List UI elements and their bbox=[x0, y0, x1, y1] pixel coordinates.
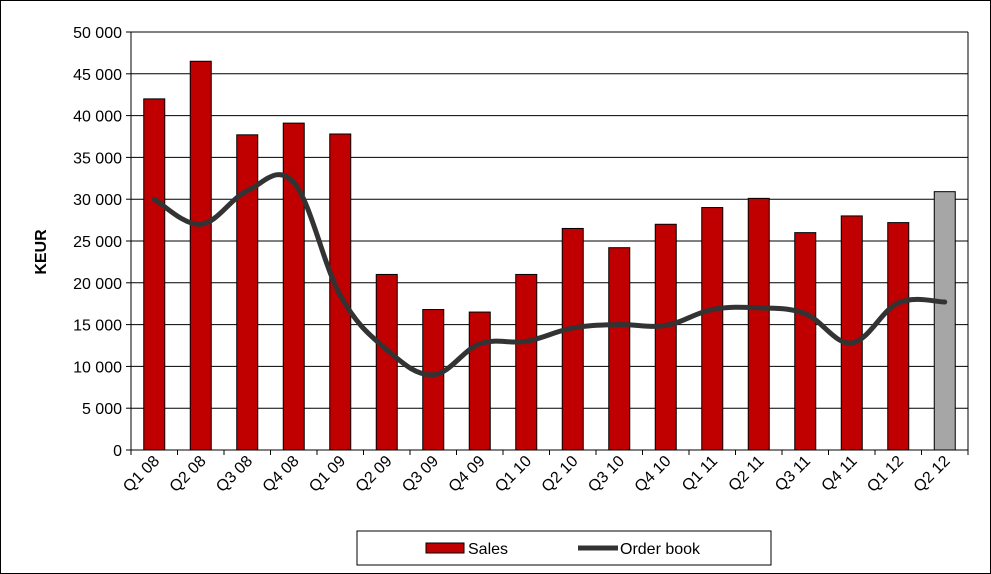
y-tick-label: 45 000 bbox=[73, 67, 122, 84]
sales-bar bbox=[608, 247, 631, 451]
y-tick-label: 5 000 bbox=[82, 401, 122, 418]
sales-bar bbox=[515, 273, 538, 451]
y-tick-label: 50 000 bbox=[73, 25, 122, 42]
x-tick-label: Q3 09 bbox=[399, 453, 442, 496]
y-tick-label: 20 000 bbox=[73, 276, 122, 293]
x-tick-label: Q2 09 bbox=[353, 453, 396, 496]
x-tick-label: Q3 11 bbox=[772, 453, 814, 495]
order-book-line bbox=[151, 172, 948, 378]
x-tick-label: Q2 08 bbox=[167, 453, 210, 496]
x-axis-ticks: Q1 08 Q2 08 Q3 08 Q4 08 Q1 09 Q2 09 Q3 09 Q4 09… bbox=[120, 450, 969, 496]
sales-bar bbox=[933, 191, 956, 451]
x-tick-label: Q4 11 bbox=[819, 453, 861, 495]
y-axis-ticks: 0 5 000 10 000 15 000 20 000 25 000 30 000 35 0… bbox=[73, 25, 131, 460]
sales-bar bbox=[747, 197, 770, 451]
sales-bar bbox=[282, 122, 305, 451]
order-book-line-group bbox=[151, 172, 948, 378]
y-tick-label: 10 000 bbox=[73, 359, 122, 376]
legend: Sales Order book bbox=[356, 530, 772, 566]
legend-box bbox=[356, 530, 772, 566]
y-tick-label: 0 bbox=[113, 443, 122, 460]
y-tick-label: 15 000 bbox=[73, 318, 122, 335]
x-tick-label: Q2 10 bbox=[539, 453, 582, 496]
x-tick-label: Q1 12 bbox=[864, 453, 907, 496]
sales-bar bbox=[840, 215, 863, 451]
legend-sales-swatch bbox=[425, 542, 465, 554]
axes bbox=[130, 32, 969, 451]
x-tick-label: Q2 11 bbox=[726, 453, 768, 495]
x-tick-label: Q1 09 bbox=[306, 453, 349, 496]
sales-bar bbox=[794, 232, 817, 451]
x-tick-label: Q1 10 bbox=[492, 453, 535, 496]
sales-bar bbox=[887, 222, 910, 451]
sales-bar bbox=[189, 60, 212, 451]
x-tick-label: Q1 11 bbox=[679, 453, 721, 495]
sales-bar bbox=[561, 227, 584, 451]
y-tick-label: 30 000 bbox=[73, 192, 122, 209]
sales-bar bbox=[422, 309, 445, 451]
y-axis-label: KEUR bbox=[33, 229, 50, 275]
y-tick-label: 40 000 bbox=[73, 109, 122, 126]
legend-order-book-label: Order book bbox=[620, 541, 701, 558]
legend-sales-label: Sales bbox=[468, 541, 508, 558]
sales-bar bbox=[375, 273, 398, 451]
sales-bar bbox=[468, 311, 491, 451]
x-tick-label: Q3 08 bbox=[213, 453, 256, 496]
x-tick-label: Q2 12 bbox=[911, 453, 954, 496]
y-tick-label: 35 000 bbox=[73, 150, 122, 167]
sales-bar bbox=[236, 134, 259, 451]
x-tick-label: Q4 10 bbox=[632, 453, 675, 496]
sales-bars bbox=[143, 60, 956, 451]
sales-bar bbox=[654, 223, 677, 451]
x-tick-label: Q3 10 bbox=[585, 453, 628, 496]
sales-bar bbox=[143, 98, 166, 451]
y-tick-label: 25 000 bbox=[73, 234, 122, 251]
x-tick-label: Q4 09 bbox=[446, 453, 489, 496]
sales-bar bbox=[701, 207, 724, 451]
x-tick-label: Q4 08 bbox=[260, 453, 303, 496]
x-tick-label: Q1 08 bbox=[120, 453, 163, 496]
